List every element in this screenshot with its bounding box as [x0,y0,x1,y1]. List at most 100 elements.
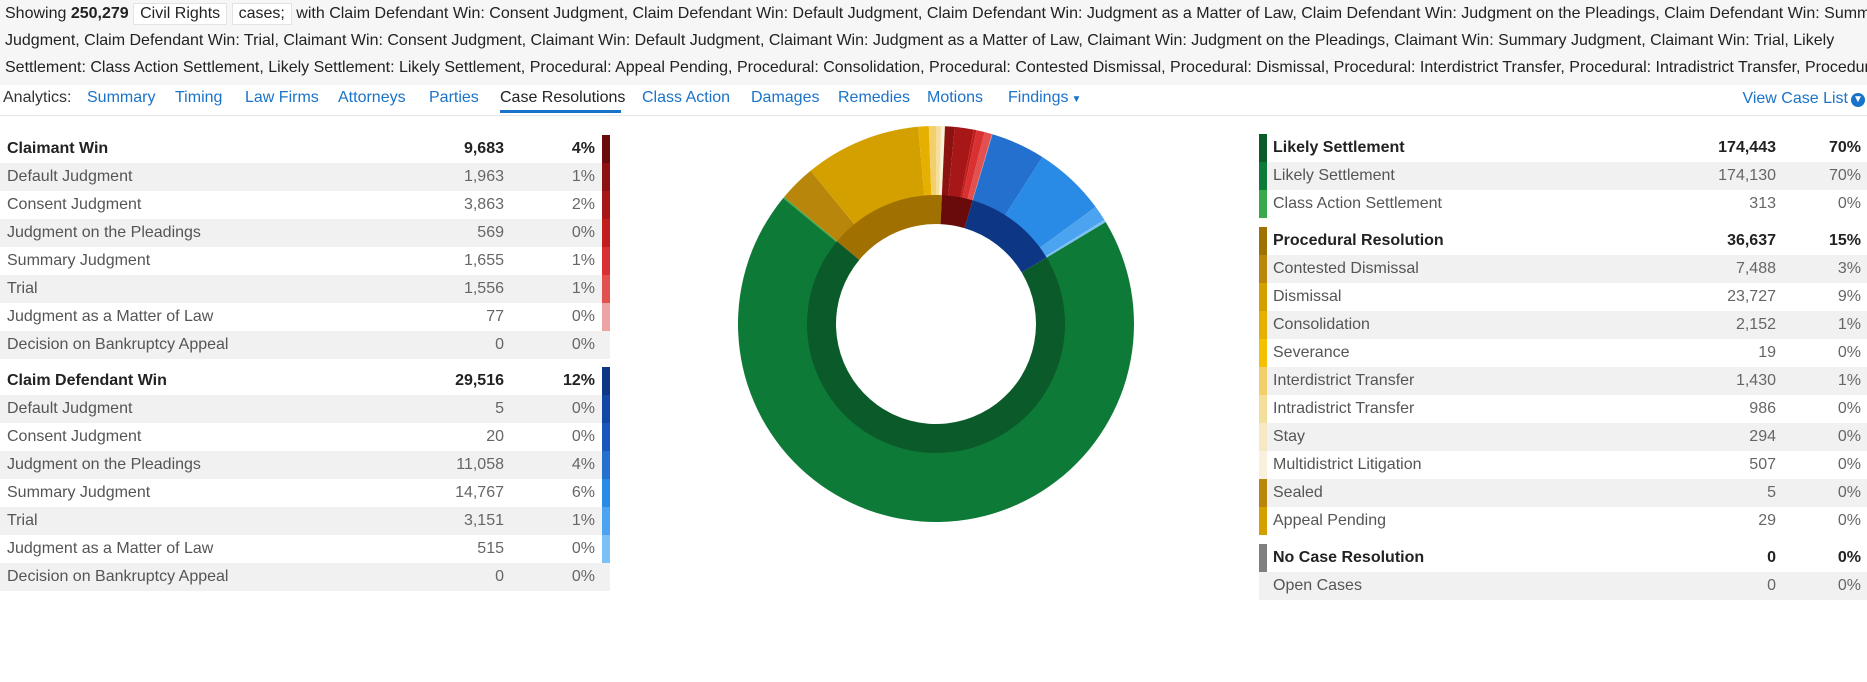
row-label: Default Judgment [7,400,133,417]
row-label: Decision on Bankruptcy Appeal [7,336,229,353]
tab-motions[interactable]: Motions [927,89,984,106]
table-row[interactable]: Consolidation 2,152 1% [1259,311,1867,339]
inner-slice-likely-settlement[interactable] [807,241,1065,453]
table-row[interactable]: Severance 19 0% [1259,339,1867,367]
table-row[interactable]: Judgment as a Matter of Law 515 0% [0,535,610,563]
outer-slice-intradistrict-transfer[interactable] [935,126,941,197]
table-row[interactable]: Default Judgment 1,963 1% [0,163,610,191]
outer-slice-dismissal[interactable] [810,126,925,225]
row-count: 0 [495,336,504,353]
row-count: 174,130 [1718,167,1776,184]
outer-slice-likely-settlement[interactable] [738,198,1134,522]
table-row[interactable]: Stay 294 0% [1259,423,1867,451]
outer-slice-summary-judgment[interactable] [1004,156,1096,249]
group-count: 29,516 [455,372,504,389]
tab-findings-dropdown[interactable]: Findings ▼ [1008,89,1081,107]
table-row[interactable]: Open Cases 0 0% [1259,572,1867,600]
outer-slice-stay[interactable] [939,126,943,197]
group-header-no-resolution[interactable]: No Case Resolution 0 0% [1259,544,1867,572]
row-percent: 0% [1837,195,1861,212]
table-row[interactable]: Multidistrict Litigation 507 0% [1259,451,1867,479]
table-row[interactable]: Consent Judgment 20 0% [0,423,610,451]
tab-remedies[interactable]: Remedies [838,89,911,106]
tab-parties[interactable]: Parties [429,89,479,106]
outer-slice-default-judgment[interactable] [941,126,955,197]
color-swatch [602,219,610,247]
color-swatch [602,423,610,451]
row-percent: 6% [571,484,595,501]
outer-slice-sealed[interactable] [941,126,945,197]
group-header-defendant-win[interactable]: Claim Defendant Win 29,516 12% [0,367,610,395]
table-row[interactable]: Contested Dismissal 7,488 3% [1259,255,1867,283]
table-row[interactable]: Interdistrict Transfer 1,430 1% [1259,367,1867,395]
outer-slice-judgment-as-a-matter-of-law[interactable] [972,134,993,202]
table-row[interactable]: Intradistrict Transfer 986 0% [1259,395,1867,423]
row-percent: 0% [1837,484,1861,501]
outer-slice-judgment-as-a-matter-of-law[interactable] [1044,219,1106,259]
table-row[interactable]: Summary Judgment 1,655 1% [0,247,610,275]
outer-slice-multidistrict-litigation[interactable] [940,126,945,197]
group-header-likely-settlement[interactable]: Likely Settlement 174,443 70% [1259,134,1867,162]
row-label: Intradistrict Transfer [1273,400,1415,417]
table-row[interactable]: Likely Settlement 174,130 70% [1259,162,1867,190]
row-label: Trial [7,512,38,529]
outer-slice-severance[interactable] [928,126,932,197]
table-row[interactable]: Dismissal 23,727 9% [1259,283,1867,311]
outer-slice-consent-judgment[interactable] [948,126,974,199]
outer-slice-judgment-on-the-pleadings[interactable] [972,134,1043,217]
group-percent: 12% [562,372,595,389]
tab-case-resolutions[interactable]: Case Resolutions [500,89,626,106]
table-row[interactable]: Summary Judgment 14,767 6% [0,479,610,507]
outer-slice-default-judgment[interactable] [972,134,993,202]
table-row[interactable]: Decision on Bankruptcy Appeal 0 0% [0,331,610,359]
group-count: 36,637 [1727,232,1776,249]
table-row[interactable]: Decision on Bankruptcy Appeal 0 0% [0,563,610,591]
tab-damages[interactable]: Damages [751,89,820,106]
color-swatch [1259,507,1267,535]
table-row[interactable]: Appeal Pending 29 0% [1259,507,1867,535]
group-label: Likely Settlement [1273,139,1405,156]
table-row[interactable]: Judgment on the Pleadings 11,058 4% [0,451,610,479]
inner-slice-claim-defendant-win[interactable] [964,200,1047,273]
case-type-chip[interactable]: Civil Rights [133,3,228,25]
table-row[interactable]: Judgment on the Pleadings 569 0% [0,219,610,247]
outer-slice-interdistrict-transfer[interactable] [928,126,936,197]
tab-attorneys[interactable]: Attorneys [338,89,406,106]
claimant-win-group: Claimant Win 9,683 4% Default Judgment 1,… [0,135,610,359]
row-label: Appeal Pending [1273,512,1386,529]
outer-slice-summary-judgment[interactable] [962,130,985,200]
tab-summary[interactable]: Summary [87,89,156,106]
row-count: 294 [1749,428,1776,445]
table-row[interactable]: Trial 1,556 1% [0,275,610,303]
outer-ring [738,126,1134,522]
outer-slice-trial[interactable] [967,132,993,202]
tab-class-action[interactable]: Class Action [642,89,731,106]
outer-slice-contested-dismissal[interactable] [784,170,855,242]
row-percent: 4% [571,456,595,473]
group-header-claimant-win[interactable]: Claimant Win 9,683 4% [0,135,610,163]
inner-slice-procedural-resolution[interactable] [837,195,942,260]
row-count: 515 [477,540,504,557]
table-row[interactable]: Consent Judgment 3,863 2% [0,191,610,219]
tab-law-firms[interactable]: Law Firms [245,89,319,106]
view-case-list-link[interactable]: View Case List ▼ [1742,90,1865,108]
outer-slice-class-action-settlement[interactable] [783,196,838,243]
inner-slice-claimant-win[interactable] [940,195,973,229]
outer-slice-consent-judgment[interactable] [972,134,993,202]
outer-slice-appeal-pending[interactable] [941,126,946,197]
color-swatch [602,275,610,303]
table-row[interactable]: Trial 3,151 1% [0,507,610,535]
table-row[interactable]: Default Judgment 5 0% [0,395,610,423]
row-label: Judgment as a Matter of Law [7,308,214,325]
table-row[interactable]: Class Action Settlement 313 0% [1259,190,1867,218]
outer-slice-judgment-on-the-pleadings[interactable] [960,129,977,199]
tab-timing[interactable]: Timing [175,89,223,106]
row-percent: 1% [571,280,595,297]
outer-slice-trial[interactable] [1039,206,1105,257]
row-count: 986 [1749,400,1776,417]
table-row[interactable]: Sealed 5 0% [1259,479,1867,507]
outer-slice-consolidation[interactable] [918,126,932,197]
table-row[interactable]: Judgment as a Matter of Law 77 0% [0,303,610,331]
group-header-procedural[interactable]: Procedural Resolution 36,637 15% [1259,227,1867,255]
win-resolutions-table: Claimant Win 9,683 4% Default Judgment 1,… [0,135,610,591]
